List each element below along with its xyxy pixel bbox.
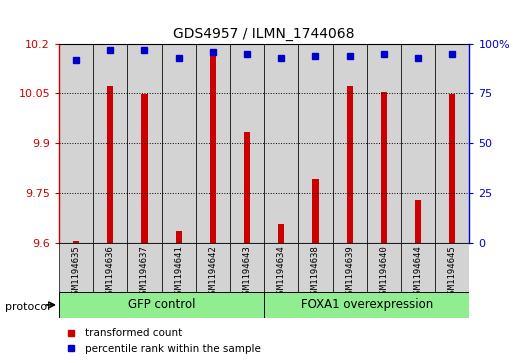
Text: GSM1194638: GSM1194638 xyxy=(311,246,320,299)
Bar xyxy=(244,132,250,243)
Bar xyxy=(347,86,353,243)
Text: GSM1194641: GSM1194641 xyxy=(174,246,183,299)
Bar xyxy=(401,44,435,243)
Bar xyxy=(93,44,127,243)
Bar xyxy=(264,292,469,318)
Text: GSM1194645: GSM1194645 xyxy=(448,246,457,299)
Bar xyxy=(210,49,216,243)
Bar xyxy=(73,241,79,243)
Text: FOXA1 overexpression: FOXA1 overexpression xyxy=(301,298,433,311)
Bar xyxy=(162,44,196,243)
Bar xyxy=(264,44,299,243)
Bar xyxy=(59,292,264,318)
Title: GDS4957 / ILMN_1744068: GDS4957 / ILMN_1744068 xyxy=(173,27,355,41)
Bar xyxy=(435,44,469,243)
Bar xyxy=(278,224,284,243)
Bar xyxy=(196,243,230,292)
Bar xyxy=(367,44,401,243)
Bar xyxy=(230,44,264,243)
Bar xyxy=(299,243,332,292)
Text: GSM1194644: GSM1194644 xyxy=(413,246,423,299)
Bar xyxy=(449,94,456,243)
Bar xyxy=(107,86,113,243)
Bar xyxy=(196,44,230,243)
Text: GSM1194642: GSM1194642 xyxy=(208,246,218,299)
Bar xyxy=(435,243,469,292)
Bar xyxy=(59,243,93,292)
Bar xyxy=(127,44,162,243)
Bar xyxy=(381,92,387,243)
Bar xyxy=(175,231,182,243)
Bar xyxy=(230,243,264,292)
Bar xyxy=(312,179,319,243)
Bar xyxy=(401,243,435,292)
Text: protocol: protocol xyxy=(5,302,50,312)
Bar xyxy=(299,44,332,243)
Text: GSM1194643: GSM1194643 xyxy=(243,246,251,299)
Legend: transformed count, percentile rank within the sample: transformed count, percentile rank withi… xyxy=(56,324,265,358)
Text: GSM1194640: GSM1194640 xyxy=(380,246,388,299)
Text: GSM1194635: GSM1194635 xyxy=(72,246,81,299)
Bar xyxy=(264,243,299,292)
Text: GFP control: GFP control xyxy=(128,298,195,311)
Bar xyxy=(162,243,196,292)
Bar xyxy=(142,94,148,243)
Text: GSM1194639: GSM1194639 xyxy=(345,246,354,299)
Bar xyxy=(127,243,162,292)
Text: GSM1194634: GSM1194634 xyxy=(277,246,286,299)
Bar xyxy=(332,44,367,243)
Text: GSM1194636: GSM1194636 xyxy=(106,246,115,299)
Bar xyxy=(367,243,401,292)
Bar xyxy=(415,200,421,243)
Bar xyxy=(332,243,367,292)
Bar xyxy=(59,44,93,243)
Bar xyxy=(93,243,127,292)
Text: GSM1194637: GSM1194637 xyxy=(140,246,149,299)
